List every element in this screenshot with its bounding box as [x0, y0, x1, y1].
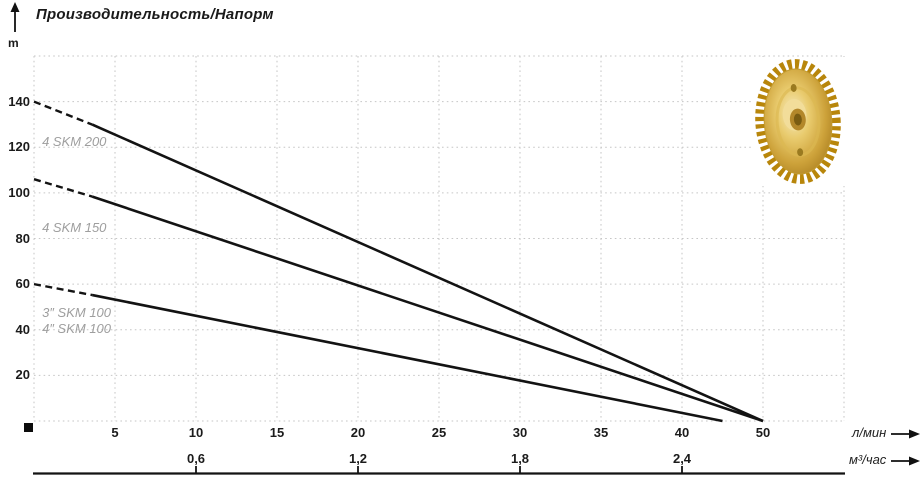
series-line-dashed	[33, 178, 93, 198]
series-line-dashed	[33, 282, 93, 297]
series-line	[91, 195, 764, 423]
y-axis-unit-label: m	[8, 36, 19, 50]
x-axis-arrow-m3h-icon	[891, 456, 920, 466]
y-axis-arrow-icon	[10, 2, 20, 32]
series-line	[91, 123, 764, 423]
impeller-image	[751, 57, 845, 186]
chart-title: Производительность/Напорм	[36, 6, 274, 23]
x-axis-unit-lpm: л/мин	[852, 425, 887, 440]
origin-marker	[24, 423, 33, 432]
x-axis-arrow-lpm-icon	[891, 429, 920, 439]
x-axis-unit-m3h: м³/час	[849, 452, 887, 467]
impeller-icon	[755, 59, 841, 184]
series-line	[92, 293, 723, 423]
series-line-dashed	[33, 100, 93, 126]
